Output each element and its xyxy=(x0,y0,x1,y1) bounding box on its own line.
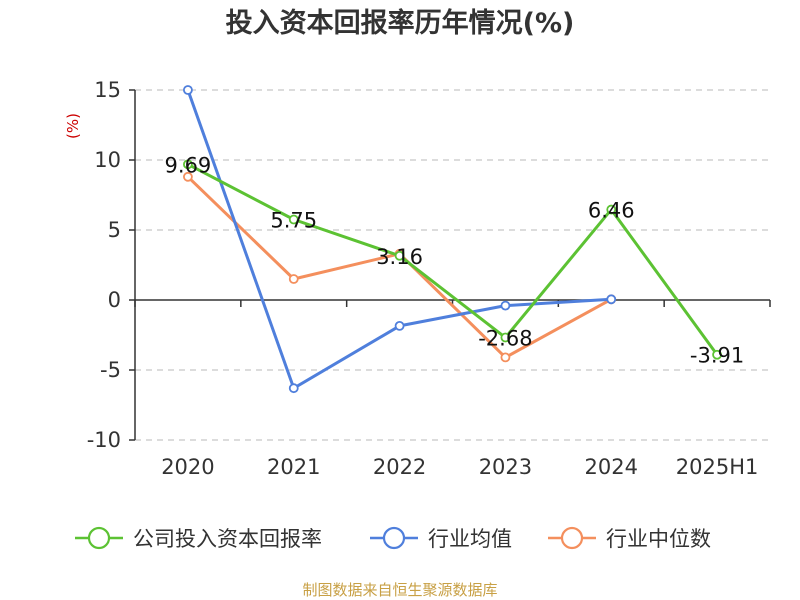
grid xyxy=(135,89,770,441)
x-tick-label: 2024 xyxy=(585,455,638,479)
y-tick-label: -5 xyxy=(100,358,121,382)
data-point[interactable] xyxy=(183,85,193,95)
legend-marker xyxy=(560,526,584,550)
legend-item[interactable]: 行业中位数 xyxy=(548,526,711,551)
data-point[interactable] xyxy=(183,171,193,182)
y-tick-label: 15 xyxy=(94,78,121,102)
legend-item[interactable]: 行业均值 xyxy=(370,526,512,551)
y-tick-label: 0 xyxy=(108,288,121,312)
data-label: 9.69 xyxy=(165,153,212,177)
data-point[interactable] xyxy=(394,320,405,331)
data-point[interactable] xyxy=(500,300,511,311)
data-labels: 9.69 5.75 3.16 -2.68 6.46 -3.91 xyxy=(165,153,745,367)
series-2 xyxy=(183,85,617,394)
data-point[interactable] xyxy=(288,383,299,394)
source-note: 制图数据来自恒生聚源数据库 xyxy=(302,581,497,599)
legend-label: 行业中位数 xyxy=(606,527,711,551)
data-label: 6.46 xyxy=(588,199,635,223)
data-label: 3.16 xyxy=(376,245,423,269)
data-point[interactable] xyxy=(288,214,299,225)
legend-marker xyxy=(382,526,406,550)
series-1 xyxy=(183,159,722,360)
y-tick-label: 10 xyxy=(94,148,121,172)
data-label: -3.91 xyxy=(690,344,744,368)
data-point[interactable] xyxy=(288,274,299,284)
axes: 15 10 5 0 -5 -10 2020 2021 2022 2023 2024 2025H1 xyxy=(87,78,771,479)
legend[interactable]: 公司投入资本回报率 行业均值 行业中位数 xyxy=(75,526,711,551)
x-tick-label: 2023 xyxy=(479,455,532,479)
data-point[interactable] xyxy=(606,204,617,215)
legend-label: 公司投入资本回报率 xyxy=(133,527,322,551)
x-tick-label: 2021 xyxy=(267,455,320,479)
data-label: 5.75 xyxy=(270,209,317,233)
series xyxy=(183,85,722,394)
data-point[interactable] xyxy=(712,349,722,360)
y-axis-label: (%) xyxy=(64,113,82,139)
data-point[interactable] xyxy=(183,159,193,170)
x-tick-label: 2025H1 xyxy=(676,455,759,479)
data-label: -2.68 xyxy=(478,327,532,351)
legend-label: 行业均值 xyxy=(428,527,512,551)
chart-title: 投入资本回报率历年情况(%) xyxy=(226,7,575,39)
y-tick-label: 5 xyxy=(108,218,121,242)
series-line xyxy=(187,163,719,356)
data-point[interactable] xyxy=(500,352,511,363)
data-point[interactable] xyxy=(606,294,617,305)
legend-item[interactable]: 公司投入资本回报率 xyxy=(75,526,322,551)
data-point[interactable] xyxy=(500,332,511,343)
data-point[interactable] xyxy=(394,250,405,261)
x-tick-label: 2022 xyxy=(373,455,426,479)
y-tick-label: -10 xyxy=(87,428,121,452)
legend-marker xyxy=(87,526,111,550)
x-tick-label: 2020 xyxy=(161,455,214,479)
